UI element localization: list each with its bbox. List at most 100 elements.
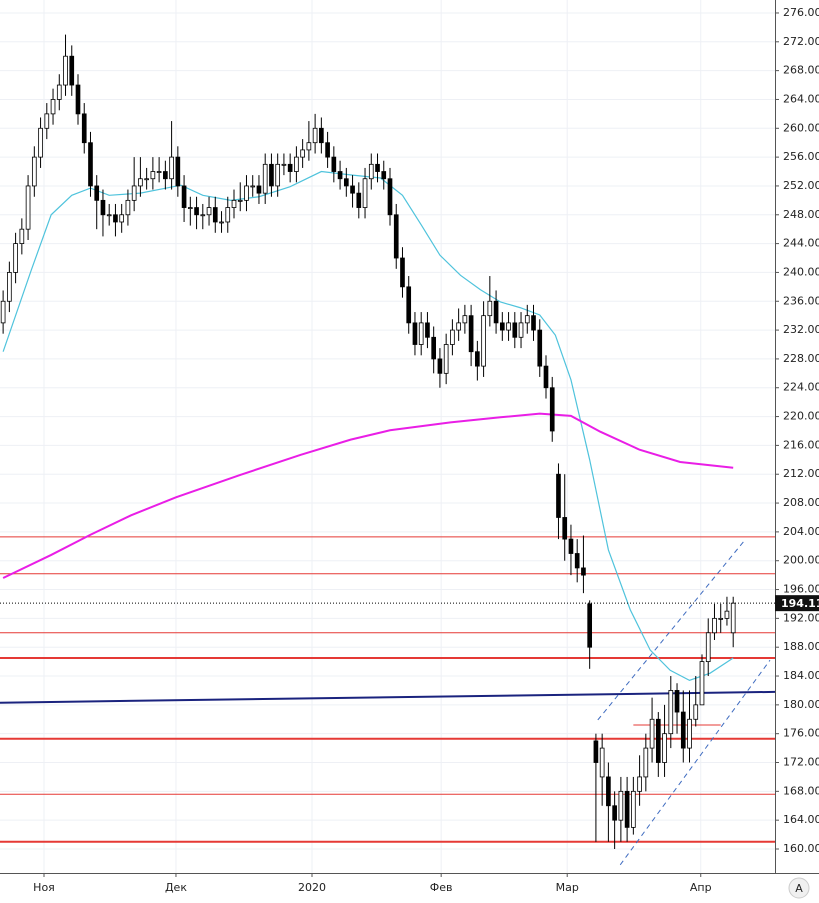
y-tick-label: 180.00 <box>783 698 819 711</box>
candle-body <box>138 178 143 187</box>
candle-body <box>456 322 461 331</box>
candle-body <box>163 171 168 180</box>
candle-body <box>425 322 430 338</box>
y-tick-label: 228.00 <box>783 352 819 365</box>
candle-body <box>499 322 505 331</box>
y-tick-label: 240.00 <box>783 265 819 278</box>
y-tick-label: 276.00 <box>783 6 819 19</box>
auto-scale-button[interactable] <box>788 877 810 899</box>
candle-body <box>556 473 561 518</box>
candle-body <box>262 163 268 194</box>
candle-body <box>294 156 299 172</box>
x-tick-label: Мар <box>556 881 579 894</box>
candle-body <box>581 567 586 576</box>
candle-body <box>450 329 455 345</box>
overlay-line <box>619 659 771 866</box>
candle-body <box>331 156 337 172</box>
candle-body <box>655 718 661 763</box>
candle-body <box>194 207 199 216</box>
candle-body <box>144 178 149 181</box>
y-tick-label: 244.00 <box>783 237 819 250</box>
candle-body <box>568 538 574 554</box>
candle-body <box>418 322 424 345</box>
candle-body <box>543 365 549 389</box>
candle-body <box>724 610 730 619</box>
candle-body <box>674 690 680 713</box>
candle-body <box>443 344 449 374</box>
candle-body <box>387 178 393 216</box>
candle-body <box>549 387 555 432</box>
candle-body <box>618 790 624 821</box>
x-tick-label: 2020 <box>298 881 326 894</box>
candle-body <box>287 163 293 172</box>
candle-body <box>531 315 536 331</box>
candle-body <box>493 300 499 324</box>
y-tick-label: 164.00 <box>783 813 819 826</box>
candle-body <box>400 257 405 288</box>
y-tick-label: 260.00 <box>783 121 819 134</box>
candle-body <box>131 185 137 201</box>
auto-scale-label[interactable]: A <box>795 882 803 895</box>
candle-body <box>25 185 31 230</box>
candle-body <box>187 207 193 209</box>
candle-body <box>393 214 399 259</box>
y-tick-label: 212.00 <box>783 467 819 480</box>
candle-body <box>599 747 605 778</box>
candle-body <box>587 603 593 648</box>
candle-body <box>300 149 305 158</box>
candle-body <box>319 127 324 144</box>
candle-body <box>44 113 50 129</box>
y-tick-label: 160.00 <box>783 842 819 855</box>
candle-body <box>38 127 43 158</box>
y-tick-label: 220.00 <box>783 410 819 423</box>
candle-body <box>106 214 112 217</box>
candle-body <box>343 178 349 187</box>
candle-body <box>481 315 486 367</box>
candle-body <box>680 711 686 749</box>
plot <box>0 34 776 866</box>
candle-body <box>643 747 649 778</box>
overlay-line <box>2 170 734 682</box>
y-tick-label: 252.00 <box>783 179 819 192</box>
candle-body <box>7 272 12 302</box>
candle-body <box>56 84 62 100</box>
y-tick-label: 236.00 <box>783 294 819 307</box>
candle-body <box>562 517 568 540</box>
candle-body <box>431 336 437 360</box>
candle-body <box>206 207 212 216</box>
candle-body <box>518 322 524 338</box>
y-tick-label: 172.00 <box>783 756 819 769</box>
candle-body <box>375 163 380 172</box>
y-tick-label: 216.00 <box>783 438 819 451</box>
candle-body <box>113 214 118 223</box>
candle-body <box>662 733 667 763</box>
candle-body <box>537 329 543 367</box>
candle-body <box>705 632 711 663</box>
candle-body <box>256 185 262 194</box>
candle-body <box>269 163 274 187</box>
overlay-line <box>0 690 776 704</box>
grid <box>0 0 775 873</box>
candle-body <box>231 199 237 208</box>
candle-body <box>631 790 636 828</box>
candle-body <box>693 704 699 720</box>
candle-body <box>668 690 674 735</box>
candle-body <box>730 602 736 634</box>
candle-body <box>212 207 218 223</box>
y-tick-label: 204.00 <box>783 525 819 538</box>
candle-body <box>350 185 355 194</box>
candle-body <box>81 113 87 144</box>
y-tick-label: 248.00 <box>783 208 819 221</box>
candle-body <box>237 199 243 202</box>
candle-body <box>306 142 312 151</box>
candle-body <box>699 661 705 706</box>
candle-body <box>506 322 511 331</box>
x-tick-label: Фев <box>430 881 453 894</box>
candle-body <box>524 315 530 324</box>
y-tick-label: 232.00 <box>783 323 819 336</box>
candle-body <box>75 84 81 115</box>
candle-body <box>50 99 56 115</box>
candle-body <box>356 192 362 208</box>
